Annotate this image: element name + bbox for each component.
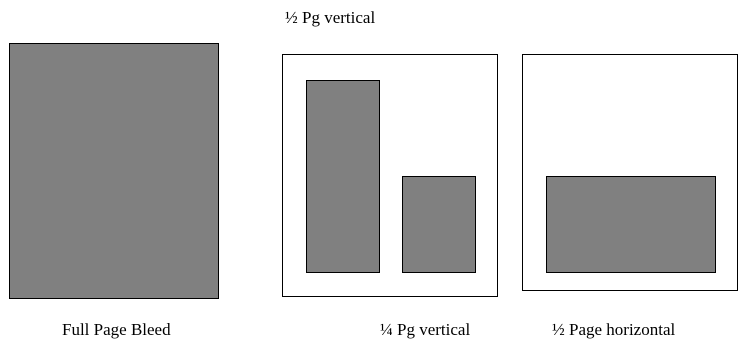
half-pg-vertical-block bbox=[306, 80, 380, 273]
half-pg-vertical-label: ½ Pg vertical bbox=[285, 8, 376, 27]
full-page-bleed-label: Full Page Bleed bbox=[62, 320, 171, 339]
half-page-horizontal-block bbox=[546, 176, 716, 273]
half-page-horizontal-label: ½ Page horizontal bbox=[552, 320, 676, 339]
quarter-pg-vertical-block bbox=[402, 176, 476, 273]
full-page-bleed-block bbox=[9, 43, 219, 299]
quarter-pg-vertical-label: ¼ Pg vertical bbox=[380, 320, 471, 339]
